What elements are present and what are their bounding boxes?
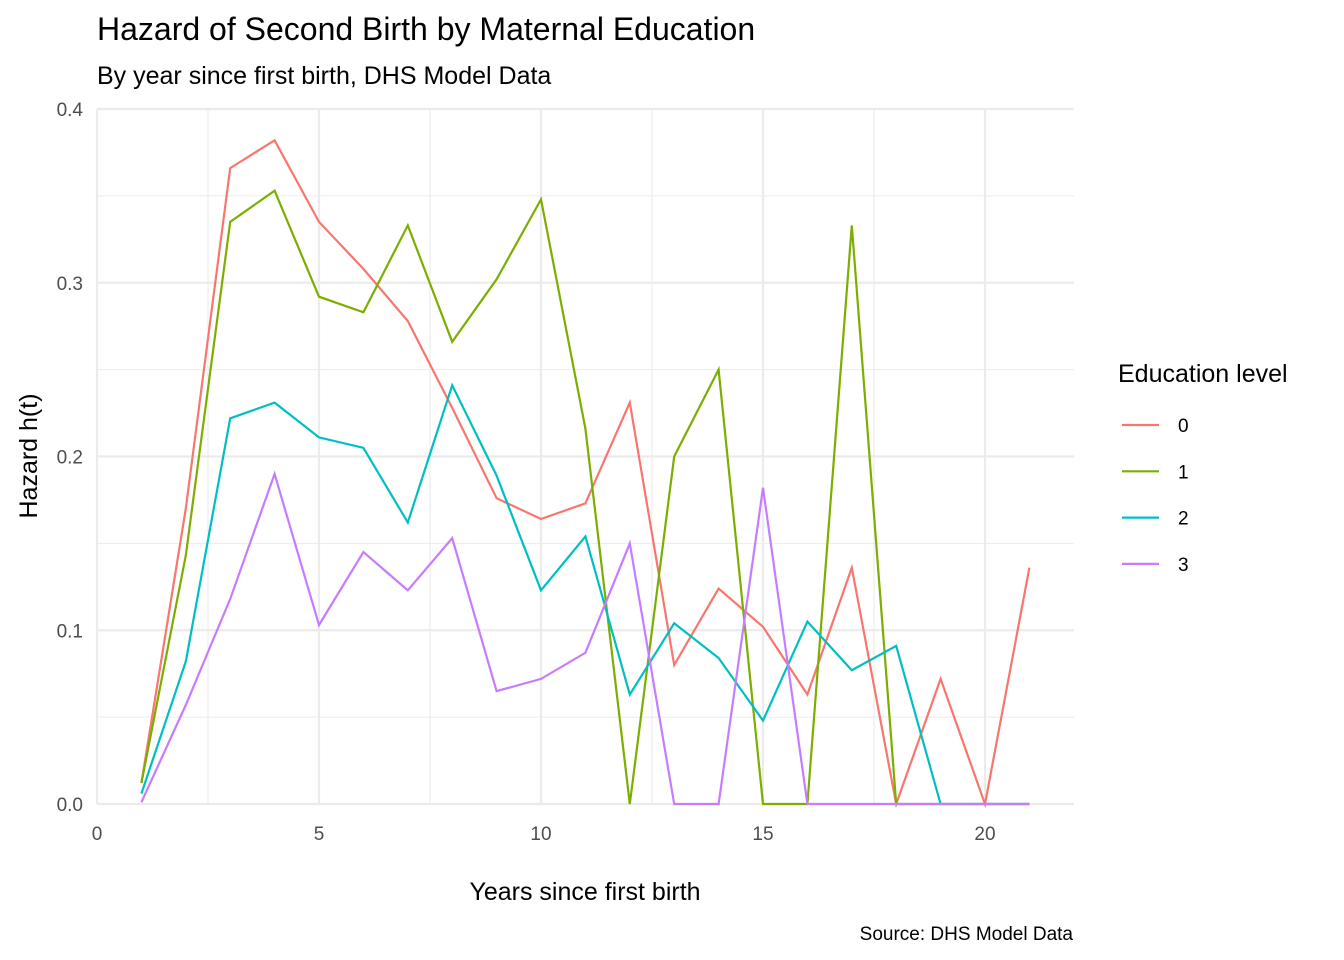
legend: Education level 0 1 2 3	[1118, 360, 1288, 576]
y-tick-label: 0.2	[57, 448, 83, 469]
legend-label: 2	[1178, 509, 1189, 530]
y-tick-label: 0.0	[57, 795, 83, 816]
series-line-3	[140, 470, 1030, 806]
legend-label: 0	[1178, 416, 1189, 437]
y-tick-label: 0.1	[57, 621, 83, 642]
y-tick-label: 0.3	[57, 274, 83, 295]
legend-label: 1	[1178, 462, 1189, 483]
x-axis-ticks: 0 5 10 15 20	[92, 824, 996, 845]
chart-caption: Source: DHS Model Data	[860, 924, 1074, 945]
y-axis-label: Hazard h(t)	[15, 393, 43, 518]
grid	[95, 107, 1074, 806]
x-tick-label: 15	[752, 824, 773, 845]
series-line-0	[140, 138, 1031, 809]
legend-item-0: 0	[1122, 416, 1189, 437]
series-line-2	[140, 382, 1030, 806]
chart-subtitle: By year since first birth, DHS Model Dat…	[97, 62, 551, 90]
x-tick-label: 5	[314, 824, 325, 845]
series-lines	[140, 138, 1031, 809]
legend-item-2: 2	[1122, 509, 1189, 530]
x-tick-label: 20	[974, 824, 995, 845]
y-tick-label: 0.4	[57, 100, 84, 121]
legend-item-1: 1	[1122, 462, 1189, 483]
x-tick-label: 0	[92, 824, 103, 845]
x-tick-label: 10	[530, 824, 551, 845]
y-axis-ticks: 0.0 0.1 0.2 0.3 0.4	[57, 100, 84, 816]
x-axis-label: Years since first birth	[469, 878, 700, 906]
legend-title: Education level	[1118, 360, 1288, 388]
series-line-1	[140, 189, 1030, 806]
legend-item-3: 3	[1122, 555, 1189, 576]
legend-label: 3	[1178, 555, 1189, 576]
chart-title: Hazard of Second Birth by Maternal Educa…	[97, 11, 755, 47]
